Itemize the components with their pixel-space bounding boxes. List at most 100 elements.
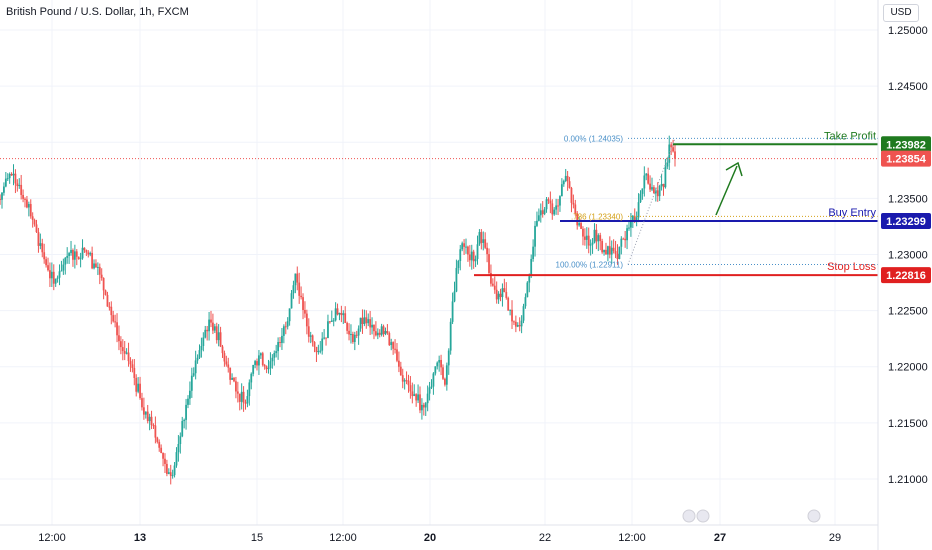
candle-body [158, 441, 161, 448]
candle-body [275, 351, 278, 354]
candle-body [472, 251, 475, 262]
candle-body [315, 346, 318, 353]
candle-body [100, 274, 103, 279]
uk-flag-icon[interactable] [682, 509, 696, 523]
candle-body [553, 209, 556, 215]
candle-body [428, 387, 431, 394]
candle-body [208, 319, 210, 332]
fibonacci-retracement: 0.00% (1.24035) .786 (1.23340) 100.00% (1.… [556, 134, 878, 269]
y-tick-label: 1.21500 [888, 418, 928, 430]
candle-body [60, 270, 63, 272]
x-tick-label: 20 [424, 532, 436, 544]
candle-body [292, 285, 295, 294]
candle-body [18, 184, 21, 187]
candle-body [35, 224, 38, 233]
x-tick-label: 22 [539, 532, 551, 544]
candle-body [185, 404, 187, 420]
candle-body [317, 351, 320, 353]
candle-body [83, 247, 86, 251]
candle-body [213, 326, 216, 331]
candle-body [33, 219, 36, 225]
candle-body [135, 377, 138, 392]
candle-body [520, 320, 523, 327]
candle-body [1, 192, 3, 200]
x-tick-label: 13 [134, 532, 146, 544]
candle-body [49, 270, 51, 279]
candle-body [486, 247, 488, 255]
candle-body [394, 348, 396, 350]
candle-body [666, 162, 669, 167]
candle-body [139, 383, 141, 399]
fib-label: .786 (1.23340) [571, 212, 623, 221]
candle-body [593, 229, 596, 243]
candle-body [244, 402, 247, 404]
candle-body [27, 204, 30, 208]
candle-body [146, 411, 149, 422]
candle-body [361, 317, 364, 324]
candle-body [104, 290, 107, 295]
price-tags: 1.23982 1.23299 1.22816 1.23854 [881, 136, 931, 284]
candle-body [589, 244, 592, 246]
candle-body [133, 367, 136, 378]
candle-body [374, 331, 377, 336]
candle-body [277, 342, 280, 352]
candle-body [319, 350, 322, 352]
candle-body [93, 263, 95, 269]
candle-body [616, 253, 619, 259]
candle-body [622, 238, 625, 240]
candle-body [390, 342, 393, 346]
candle-body [248, 382, 251, 397]
candle-body [674, 151, 676, 159]
candle-body [524, 297, 527, 307]
candle-body [605, 249, 607, 255]
candle-body [181, 421, 184, 437]
candle-body [160, 447, 163, 453]
candle-body [309, 335, 312, 337]
candle-body [45, 259, 47, 266]
candle-body [580, 223, 582, 229]
candle-body [254, 361, 256, 365]
candle-body [62, 264, 65, 271]
candle-body [3, 186, 5, 193]
currency-selector[interactable]: USD [883, 4, 919, 22]
candle-body [614, 250, 617, 254]
candle-body [649, 183, 651, 190]
candle-body [668, 144, 671, 163]
candle-body [371, 324, 373, 328]
candle-body [110, 306, 113, 316]
candlestick-series [0, 135, 676, 485]
candle-body [551, 203, 554, 215]
candle-body [415, 394, 418, 401]
candle-body [662, 183, 665, 188]
candle-body [656, 190, 659, 197]
candle-body [411, 391, 414, 397]
candle-body [643, 175, 646, 189]
candle-body [499, 293, 502, 298]
candle-body [355, 334, 358, 336]
candle-body [311, 335, 314, 343]
candle-body [196, 357, 199, 361]
event-flags[interactable] [682, 509, 821, 523]
candle-body [528, 276, 531, 283]
candle-body [148, 416, 151, 422]
us-flag-icon[interactable] [807, 509, 821, 523]
grid [0, 0, 878, 525]
candle-body [476, 244, 479, 259]
candle-body [451, 301, 454, 322]
candle-body [56, 277, 59, 279]
candle-body [373, 324, 375, 332]
candle-body [670, 144, 673, 148]
us-flag-icon[interactable] [696, 509, 710, 523]
candle-body [511, 309, 513, 322]
candle-body [357, 328, 360, 336]
candle-body [154, 425, 157, 438]
x-tick-label: 15 [251, 532, 263, 544]
candle-body [305, 313, 308, 327]
candle-body [127, 352, 130, 362]
candle-body [612, 247, 615, 251]
candle-body [453, 291, 456, 302]
candle-body [4, 178, 7, 187]
candle-body [470, 251, 473, 261]
candle-body [165, 463, 168, 474]
